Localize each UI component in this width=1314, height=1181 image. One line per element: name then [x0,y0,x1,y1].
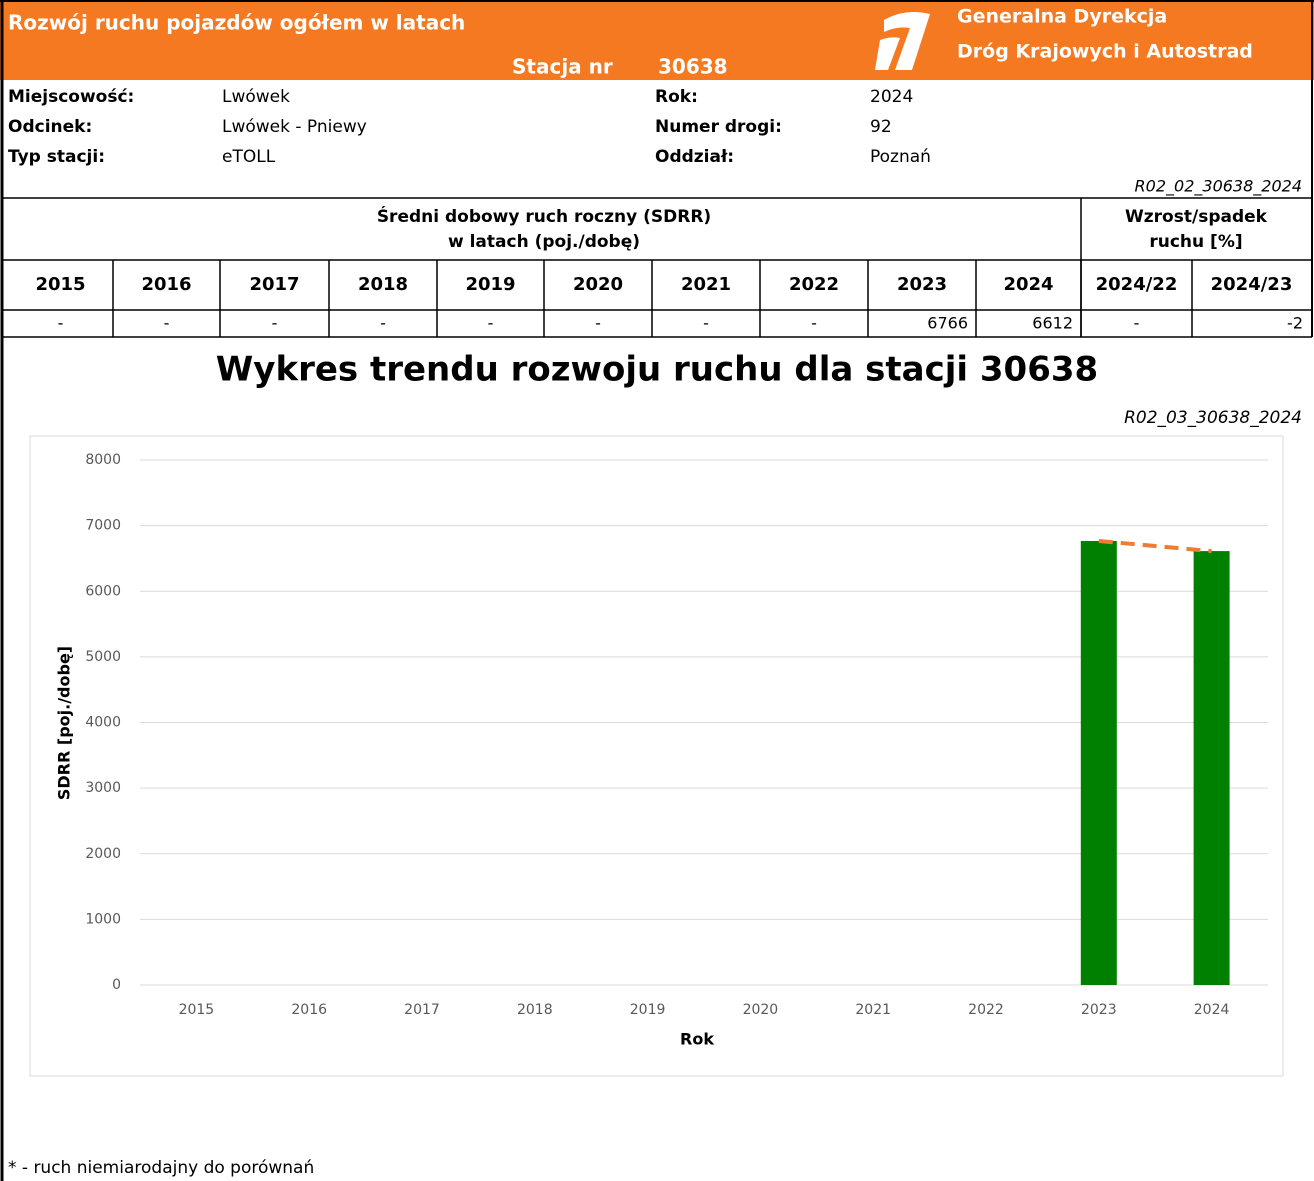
x-tick-label: 2018 [517,1002,553,1018]
header-title: Rozwój ruchu pojazdów ogółem w latach [8,11,465,35]
x-axis-label: Rok [680,1030,714,1049]
table-cell: - [58,314,64,333]
table-column-header: 2020 [573,274,623,295]
y-tick-label: 8000 [85,452,121,468]
y-tick-label: 5000 [85,649,121,665]
table-column-header: 2016 [141,274,191,295]
x-tick-label: 2021 [855,1002,891,1018]
y-axis-label: SDRR [poj./dobę] [55,646,74,800]
table-cell: -2 [1287,314,1303,333]
x-tick-label: 2019 [630,1002,666,1018]
info-label: Miejscowość: [8,87,134,107]
y-tick-label: 0 [112,977,121,993]
x-tick-label: 2023 [1081,1002,1117,1018]
info-value: Lwówek - Pniewy [222,117,367,137]
table-cell: - [164,314,170,333]
chart-frame [29,435,1284,1077]
info-value: 92 [870,117,892,137]
info-block: Miejscowość: Lwówek Odcinek: Lwówek - Pniew… [8,87,931,167]
bar [1080,540,1117,985]
info-value: 2024 [870,87,913,107]
table-group-header: ruchu [%] [1149,232,1242,252]
info-label: Odcinek: [8,117,92,137]
table-cell: - [380,314,386,333]
y-tick-label: 3000 [85,780,121,796]
table-cell: - [595,314,601,333]
x-tick-label: 2024 [1194,1002,1230,1018]
info-label: Oddział: [655,147,734,167]
y-tick-label: 1000 [85,911,121,927]
chart-code: R02_03_30638_2024 [1124,408,1302,428]
table-column-header: 2024/22 [1096,274,1178,295]
logo [875,12,930,70]
trendline [1098,538,1212,554]
header-band [0,0,1314,80]
y-tick-label: 4000 [85,715,121,731]
table-cell: - [811,314,817,333]
info-value: eTOLL [222,147,276,167]
table-column-header: 2017 [249,274,299,295]
x-tick-label: 2015 [179,1002,215,1018]
x-tick-label: 2016 [291,1002,327,1018]
table-column-header: 2019 [465,274,515,295]
table-column-header: 2023 [897,274,947,295]
info-label: Numer drogi: [655,117,782,137]
info-value: Poznań [870,147,931,167]
info-label: Rok: [655,87,698,107]
table-group-header: w latach (poj./dobę) [448,232,640,252]
table-cell: - [703,314,709,333]
info-value: Lwówek [222,87,290,107]
y-tick-label: 6000 [85,583,121,599]
footnote: * - ruch niemiarodajny do porównań [8,1158,314,1178]
org-name: Dróg Krajowych i Autostrad [957,41,1253,63]
x-tick-label: 2022 [968,1002,1004,1018]
chart: 0 1000 2000 3000 4000 5000 6000 7000 8000 2015 201… [55,452,1268,1049]
table-group-header: Średni dobowy ruch roczny (SDRR) [377,205,711,227]
info-label: Typ stacji: [8,147,105,167]
table-column-header: 2021 [681,274,731,295]
table-cell: - [1134,314,1140,333]
y-tick-label: 7000 [85,518,121,534]
table-cell: - [272,314,278,333]
chart-title: Wykres trendu rozwoju ruchu dla stacji 3… [216,350,1098,390]
x-tick-label: 2017 [404,1002,440,1018]
sdrr-table: Średni dobowy ruch roczny (SDRR) w latach… [2,197,1312,338]
table-code: R02_02_30638_2024 [1135,177,1302,197]
station-number: 30638 [658,55,728,79]
y-tick-label: 2000 [85,846,121,862]
table-cell: 6612 [1032,314,1073,333]
table-cell: 6766 [927,314,968,333]
table-column-header: 2015 [35,274,85,295]
station-label: Stacja nr [512,55,613,79]
table-column-header: 2022 [789,274,839,295]
table-cell: - [488,314,494,333]
table-column-header: 2024/23 [1211,274,1293,295]
x-tick-label: 2020 [743,1002,779,1018]
org-name: Generalna Dyrekcja [957,6,1167,28]
table-group-header: Wzrost/spadek [1125,207,1268,227]
table-column-header: 2024 [1003,274,1053,295]
table-column-header: 2018 [358,274,408,295]
bar [1193,551,1230,985]
